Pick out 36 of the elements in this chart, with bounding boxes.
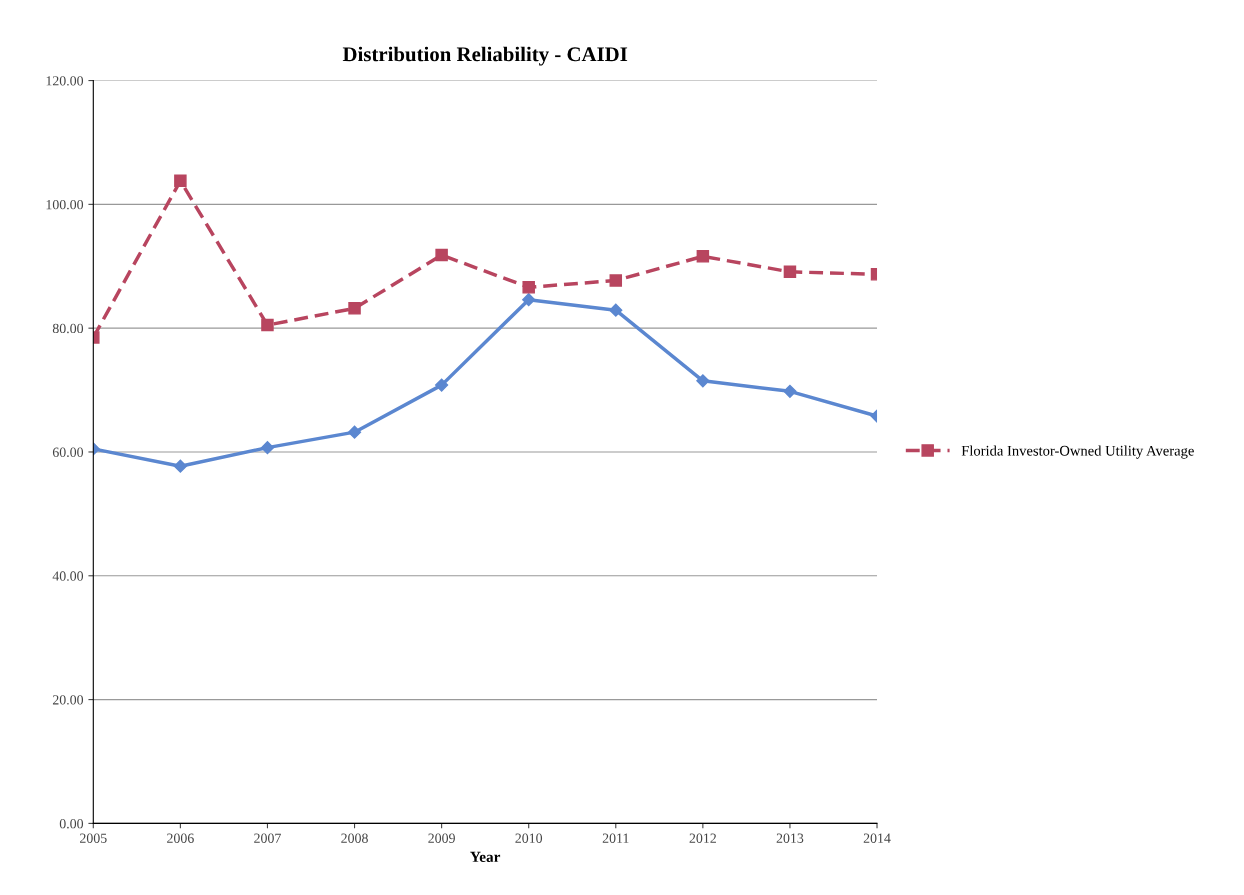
point	[260, 441, 275, 455]
point	[696, 374, 710, 388]
chart-title: Distribution Reliability - CAIDI	[342, 46, 628, 66]
point	[435, 378, 449, 392]
point	[347, 425, 362, 439]
x-tick-label: 2008	[341, 833, 368, 843]
point	[435, 248, 448, 262]
y-tick-label: 60.00	[52, 447, 84, 457]
x-tick-label: 2014	[863, 833, 891, 843]
y-tick-label: 100.00	[46, 199, 84, 210]
point	[522, 293, 536, 307]
y-tick-label: 20.00	[52, 695, 84, 705]
x-tick-label: 2012	[689, 833, 716, 843]
x-tick-label: 2006	[167, 833, 194, 843]
point	[261, 318, 274, 332]
x-tick-label: 2009	[428, 833, 455, 843]
point	[173, 459, 187, 473]
y-tick-label: 80.00	[52, 323, 84, 334]
x-tick-label: 2011	[602, 833, 629, 843]
x-tick-label: 2010	[515, 833, 543, 843]
point	[783, 265, 797, 279]
x-tick-label: 2013	[776, 833, 804, 843]
x-tick-label: 2005	[80, 833, 107, 843]
y-tick-label: 0.00	[59, 818, 84, 829]
point	[696, 250, 710, 263]
x-tick-label: 2007	[254, 833, 281, 843]
point	[609, 303, 623, 317]
point	[609, 274, 623, 287]
y-tick-label: 40.00	[52, 571, 84, 581]
point	[783, 384, 797, 398]
x-axis-title: Year	[470, 851, 501, 863]
point	[522, 281, 535, 294]
y-tick-label: 120.00	[46, 76, 84, 86]
point	[174, 174, 187, 188]
point	[348, 302, 361, 315]
legend-label: Florida Investor-Owned Utility Average	[961, 445, 1194, 459]
